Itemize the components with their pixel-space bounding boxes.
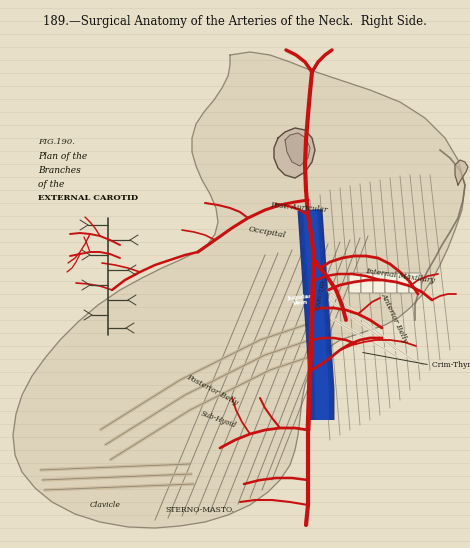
Text: Occipital: Occipital: [248, 225, 287, 239]
Text: Sub-Hyoid: Sub-Hyoid: [200, 410, 238, 430]
Text: Branches: Branches: [38, 166, 81, 175]
Text: CAROTID: CAROTID: [316, 279, 326, 311]
FancyBboxPatch shape: [397, 273, 409, 293]
Text: Jugular
Vein: Jugular Vein: [287, 294, 313, 306]
FancyBboxPatch shape: [349, 273, 361, 293]
Text: 189.—Surgical Anatomy of the Arteries of the Neck.  Right Side.: 189.—Surgical Anatomy of the Arteries of…: [43, 15, 427, 28]
Text: FIG.190.: FIG.190.: [38, 138, 75, 146]
Polygon shape: [274, 128, 315, 178]
Text: STERNO-MASTO.: STERNO-MASTO.: [165, 506, 235, 514]
Text: of the: of the: [38, 180, 64, 189]
Polygon shape: [13, 52, 465, 528]
FancyBboxPatch shape: [361, 273, 373, 293]
FancyBboxPatch shape: [373, 273, 385, 293]
FancyBboxPatch shape: [385, 273, 397, 293]
Text: Post. Auricular: Post. Auricular: [270, 202, 328, 214]
Text: Crim-Thyroid A.: Crim-Thyroid A.: [432, 361, 470, 369]
FancyBboxPatch shape: [409, 273, 421, 293]
Text: Plan of the: Plan of the: [38, 152, 87, 161]
Text: EXTERNAL CAROTID: EXTERNAL CAROTID: [38, 194, 138, 202]
Polygon shape: [285, 133, 310, 166]
Text: Posterior Belly: Posterior Belly: [185, 373, 239, 407]
Text: Clavicle: Clavicle: [90, 501, 120, 509]
Text: Internal Maxillary: Internal Maxillary: [365, 267, 435, 285]
Polygon shape: [455, 160, 468, 185]
Text: Anterior Belly: Anterior Belly: [380, 292, 410, 344]
